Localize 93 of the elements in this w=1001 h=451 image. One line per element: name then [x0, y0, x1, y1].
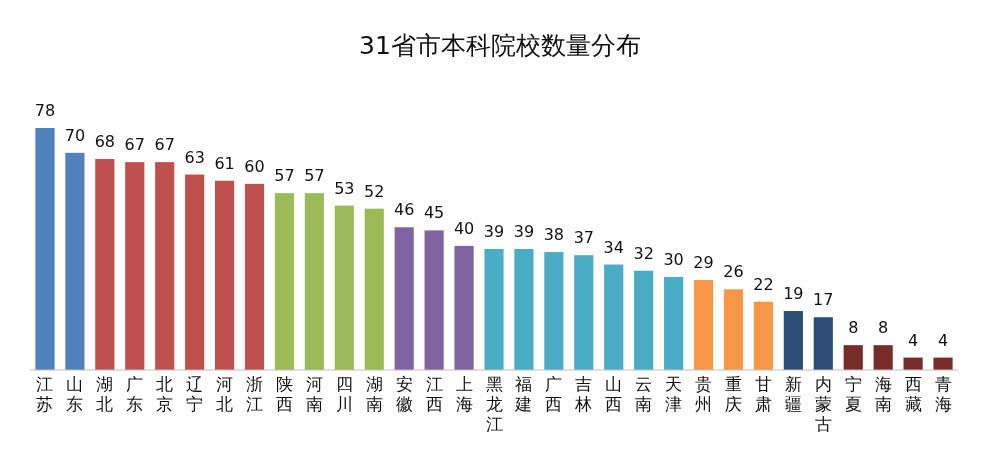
data-label: 34 — [603, 237, 624, 257]
x-tick-label: 河北 — [216, 374, 234, 414]
data-label: 17 — [813, 290, 834, 310]
chart-title: 31省市本科院校数量分布 — [359, 31, 641, 60]
bar — [783, 311, 803, 370]
bar — [454, 245, 474, 370]
bar — [933, 357, 953, 370]
data-label: 67 — [154, 135, 175, 155]
data-label: 8 — [848, 318, 859, 338]
x-tick-label: 重庆 — [724, 374, 742, 414]
x-tick-label: 广东 — [126, 374, 144, 414]
data-label: 4 — [908, 330, 919, 350]
bar — [664, 276, 684, 370]
x-tick-label: 广西 — [545, 374, 563, 414]
x-tick-label: 上海 — [455, 374, 473, 414]
bar — [215, 180, 235, 370]
data-label: 29 — [693, 253, 714, 273]
x-tick-label: 甘肃 — [754, 374, 772, 414]
bar — [334, 205, 354, 370]
data-label: 57 — [304, 166, 325, 186]
bar — [634, 270, 654, 370]
bar — [813, 317, 833, 370]
bar — [274, 193, 295, 370]
data-label: 4 — [937, 330, 949, 350]
data-label: 53 — [334, 178, 355, 198]
x-tick-label: 湖北 — [96, 374, 114, 414]
x-tick-label: 海南 — [874, 374, 892, 414]
data-label: 70 — [64, 125, 86, 145]
data-label: 60 — [244, 156, 265, 176]
data-label: 68 — [94, 132, 116, 152]
x-tick-label: 西藏 — [904, 374, 922, 414]
bar — [364, 208, 384, 370]
x-tick-label: 辽宁 — [186, 374, 204, 414]
bar — [125, 162, 145, 370]
data-label: 19 — [783, 284, 804, 304]
data-label: 22 — [753, 274, 774, 294]
bar — [753, 301, 773, 370]
x-tick-label: 北京 — [156, 374, 174, 414]
data-label: 78 — [34, 101, 56, 120]
x-tick-label: 山西 — [605, 374, 623, 414]
data-label: 45 — [423, 203, 445, 223]
x-tick-label: 青海 — [934, 374, 952, 414]
data-label: 63 — [184, 147, 205, 167]
x-tick-label: 山东 — [66, 374, 84, 414]
bar — [693, 280, 714, 370]
x-tick-label: 河南 — [305, 374, 323, 414]
x-tick-label: 江西 — [425, 374, 443, 414]
data-label: 57 — [274, 166, 295, 186]
x-tick-label: 湖南 — [365, 374, 383, 414]
x-tick-label: 江苏 — [36, 374, 54, 414]
bar — [394, 227, 414, 370]
x-tick-label: 黑龙江 — [485, 374, 503, 434]
bar — [155, 162, 175, 370]
data-label: 46 — [394, 200, 415, 220]
bar — [544, 252, 564, 370]
x-tick-label: 云南 — [635, 374, 653, 414]
x-tick-label: 浙江 — [246, 374, 264, 414]
data-label: 32 — [633, 243, 654, 263]
data-label: 37 — [573, 228, 594, 248]
data-label: 26 — [723, 262, 744, 282]
bar — [873, 345, 893, 370]
bar — [185, 174, 205, 370]
data-label: 61 — [214, 153, 235, 173]
x-tick-label: 内蒙古 — [814, 374, 832, 434]
x-tick-label: 陕西 — [275, 374, 293, 414]
x-tick-label: 福建 — [514, 374, 533, 414]
bar — [843, 345, 863, 370]
bar — [604, 264, 624, 370]
data-label: 8 — [878, 318, 889, 338]
data-label: 38 — [543, 225, 565, 245]
data-label: 30 — [663, 249, 684, 269]
bar — [65, 152, 85, 370]
data-label: 67 — [124, 135, 145, 155]
x-tick-label: 安徽 — [395, 374, 413, 414]
x-tick-label: 四川 — [335, 374, 353, 414]
data-label: 40 — [453, 218, 475, 238]
bar — [484, 249, 504, 370]
bar — [35, 128, 55, 370]
bar — [723, 289, 744, 370]
data-label: 39 — [513, 222, 535, 241]
bar — [424, 230, 444, 370]
bar — [514, 249, 534, 370]
x-tick-label: 吉林 — [574, 374, 593, 414]
data-label: 52 — [364, 181, 385, 201]
x-tick-label: 新疆 — [784, 374, 802, 414]
bar — [574, 255, 594, 370]
bar — [244, 183, 265, 370]
x-tick-label: 贵州 — [695, 374, 713, 414]
bar — [304, 193, 324, 370]
x-tick-label: 宁夏 — [844, 374, 862, 414]
bar — [95, 159, 115, 370]
x-tick-label: 天津 — [665, 374, 683, 414]
data-label: 39 — [483, 222, 505, 241]
